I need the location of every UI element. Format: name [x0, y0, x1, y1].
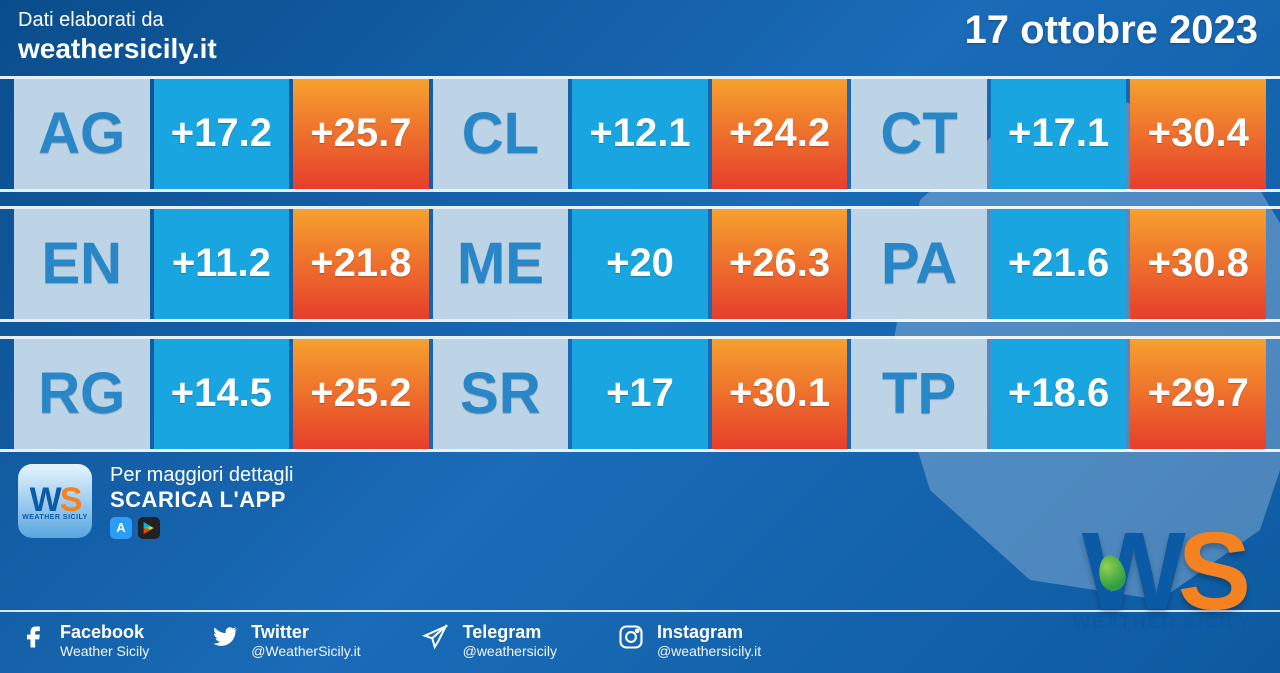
province-code: AG [14, 79, 150, 189]
province-code: CT [851, 79, 987, 189]
social-name: Instagram [657, 622, 761, 643]
grid-row: RG+14.5+25.2SR+17+30.1TP+18.6+29.7 [0, 336, 1280, 452]
temp-min: +12.1 [572, 79, 708, 189]
social-item-telegram: Telegram@weathersicily [421, 622, 557, 659]
telegram-icon [421, 622, 451, 659]
attribution-line1: Dati elaborati da [18, 8, 217, 32]
temp-max: +24.2 [712, 79, 848, 189]
province-code: CL [433, 79, 569, 189]
temp-min: +17.2 [154, 79, 290, 189]
temp-max: +30.8 [1130, 209, 1266, 319]
attribution-site: weathersicily.it [18, 32, 217, 66]
temp-min: +21.6 [991, 209, 1127, 319]
social-item-twitter: Twitter@WeatherSicily.it [209, 622, 360, 659]
appstore-icon: A [110, 517, 132, 539]
social-handle: @weathersicily [463, 643, 557, 659]
temp-min: +17.1 [991, 79, 1127, 189]
temp-min: +17 [572, 339, 708, 449]
temp-min: +11.2 [154, 209, 290, 319]
cta-line2: SCARICA L'APP [110, 487, 293, 513]
header-attribution: Dati elaborati da weathersicily.it [18, 8, 217, 66]
province-code: SR [433, 339, 569, 449]
temp-max: +21.8 [293, 209, 429, 319]
badge-subtext: WEATHER SICILY [22, 514, 88, 521]
grid-row: EN+11.2+21.8ME+20+26.3PA+21.6+30.8 [0, 206, 1280, 322]
province-code: PA [851, 209, 987, 319]
temp-min: +14.5 [154, 339, 290, 449]
social-handle: Weather Sicily [60, 643, 149, 659]
temperature-grid: AG+17.2+25.7CL+12.1+24.2CT+17.1+30.4EN+1… [0, 70, 1280, 452]
social-item-instagram: Instagram@weathersicily.it [617, 622, 761, 659]
cta-line1: Per maggiori dettagli [110, 464, 293, 487]
temp-max: +30.4 [1130, 79, 1266, 189]
facebook-icon [20, 623, 48, 658]
twitter-icon [209, 622, 239, 659]
temp-max: +26.3 [712, 209, 848, 319]
playstore-icon [138, 517, 160, 539]
ws-app-badge: WS WEATHER SICILY [18, 464, 92, 538]
social-item-facebook: FacebookWeather Sicily [20, 622, 149, 659]
header-date: 17 ottobre 2023 [965, 8, 1258, 53]
grid-row: AG+17.2+25.7CL+12.1+24.2CT+17.1+30.4 [0, 76, 1280, 192]
header: Dati elaborati da weathersicily.it 17 ot… [0, 0, 1280, 70]
cta-text: Per maggiori dettagli SCARICA L'APP A [110, 464, 293, 539]
weather-sicily-logo: WS WEATHER SICILY [1073, 525, 1252, 634]
temp-max: +29.7 [1130, 339, 1266, 449]
province-code: RG [14, 339, 150, 449]
social-name: Twitter [251, 622, 360, 643]
temp-min: +20 [572, 209, 708, 319]
social-handle: @weathersicily.it [657, 643, 761, 659]
temp-min: +18.6 [991, 339, 1127, 449]
social-handle: @WeatherSicily.it [251, 643, 360, 659]
instagram-icon [617, 623, 645, 658]
province-code: ME [433, 209, 569, 319]
social-name: Facebook [60, 622, 149, 643]
temp-max: +30.1 [712, 339, 848, 449]
social-name: Telegram [463, 622, 557, 643]
temp-max: +25.2 [293, 339, 429, 449]
province-code: EN [14, 209, 150, 319]
province-code: TP [851, 339, 987, 449]
temp-max: +25.7 [293, 79, 429, 189]
